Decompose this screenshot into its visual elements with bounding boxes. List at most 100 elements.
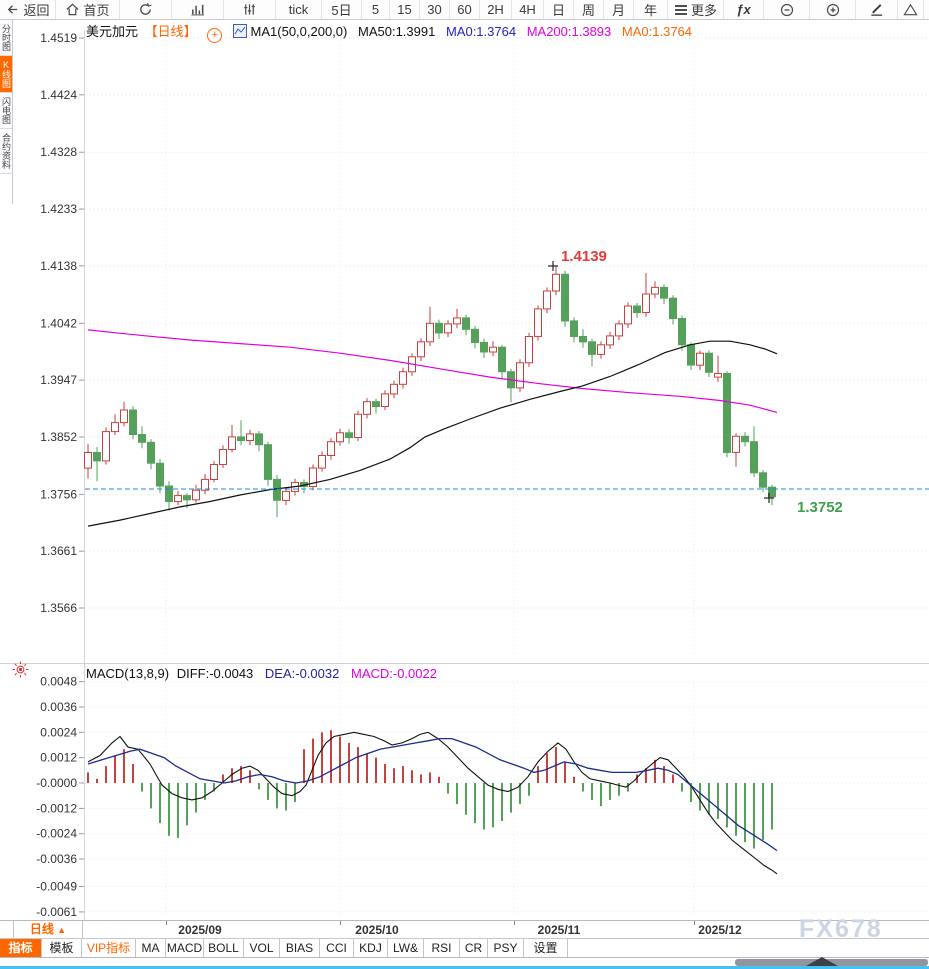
tab-macd[interactable]: MACD	[166, 939, 204, 957]
toolbar-back[interactable]: 返回	[0, 0, 56, 19]
toolbar-period-15-label: 15	[397, 2, 412, 17]
svg-text:1.4138: 1.4138	[40, 259, 77, 273]
xaxis-date: 2025/11	[537, 923, 581, 937]
toolbar-period-week[interactable]: 周	[574, 0, 604, 19]
toolbar-fx-indicator[interactable]: ƒx	[724, 0, 764, 19]
toolbar-tick[interactable]: tick	[276, 0, 322, 19]
tab-ma[interactable]: MA	[136, 939, 166, 957]
xaxis-row: 日线 ▲ 2025/09 2025/10 2025/11 2025/12	[0, 920, 929, 938]
period-selector-arrow-icon: ▲	[57, 925, 67, 935]
macd-header: MACD(13,8,9) DIFF:-0.0043 DEA:-0.0032 MA…	[86, 666, 445, 681]
toolbar-period-2h[interactable]: 2H	[480, 0, 512, 19]
macd-dea-value: DEA:-0.0032	[264, 666, 340, 681]
macd-macd-value: MACD:-0.0022	[350, 666, 437, 681]
toolbar-chart-type[interactable]	[172, 0, 224, 19]
toolbar-home[interactable]: 首页	[56, 0, 120, 19]
xaxis-tick	[166, 921, 167, 925]
xaxis-tick	[340, 921, 341, 925]
svg-text:0.0024: 0.0024	[40, 725, 77, 739]
sidebar-item-lightning-chart[interactable]: 闪电图	[0, 93, 12, 129]
toolbar-period-30[interactable]: 30	[420, 0, 450, 19]
tab-template[interactable]: 模板	[42, 939, 82, 957]
toolbar-zoom-in[interactable]	[810, 0, 856, 19]
tab-cci[interactable]: CCI	[320, 939, 354, 957]
main-chart-canvas[interactable]: 1.4519 1.4424 1.4328 1.4233 1.4138 1.4042 1.39…	[0, 18, 929, 920]
svg-text:1.3852: 1.3852	[40, 430, 77, 444]
period-selector-button[interactable]: 日线 ▲	[13, 921, 83, 938]
toolbar-period-year[interactable]: 年	[634, 0, 668, 19]
tab-boll[interactable]: BOLL	[204, 939, 244, 957]
kline-style-icon[interactable]	[232, 24, 247, 38]
toolbar-period-day[interactable]: 日	[544, 0, 574, 19]
watermark: FX678	[799, 915, 883, 943]
toolbar-volume-style[interactable]	[224, 0, 276, 19]
toolbar-period-5d-label: 5日	[331, 3, 352, 18]
svg-text:-0.0012: -0.0012	[36, 801, 77, 815]
instrument-name: 美元加元	[86, 24, 139, 39]
svg-text:-0.0000: -0.0000	[36, 776, 77, 790]
tab-bias[interactable]: BIAS	[280, 939, 320, 957]
tab-rsi[interactable]: RSI	[424, 939, 460, 957]
period-selector-label: 日线	[29, 922, 54, 936]
toolbar-more[interactable]: 更多	[668, 0, 724, 19]
svg-text:1.3947: 1.3947	[40, 373, 77, 387]
toolbar-period-60-label: 60	[457, 2, 472, 17]
tab-vip-indicator[interactable]: VIP指标	[82, 939, 136, 957]
toolbar-period-5-label: 5	[371, 2, 380, 17]
window-bottom-edge	[0, 966, 929, 969]
toolbar-period-4h[interactable]: 4H	[512, 0, 544, 19]
toolbar-shape[interactable]	[898, 0, 924, 19]
toolbar-period-4h-label: 4H	[519, 2, 536, 17]
chart-type-sidebar: 分时图 K线图 闪电图 合约资料	[0, 20, 13, 204]
chart-header: 美元加元 【日线】 + MA1(50,0,200,0) MA50:1.3991 …	[86, 21, 699, 43]
top-toolbar: 返回 首页 tick 5日 5 15 30 60 2H 4H 日 周 月 年 更多 ƒx	[0, 0, 929, 20]
toolbar-period-week-label: 周	[581, 3, 595, 18]
tab-vol[interactable]: VOL	[244, 939, 280, 957]
sidebar-item-time-share-chart[interactable]: 分时图	[0, 20, 12, 56]
toolbar-period-day-label: 日	[551, 3, 565, 18]
toolbar-zoom-out[interactable]	[764, 0, 810, 19]
indicator-light-icon[interactable]	[12, 661, 29, 683]
toolbar-period-month-label: 月	[611, 3, 625, 18]
xaxis-tick	[694, 921, 695, 925]
macd-settings: MACD(13,8,9)	[86, 666, 170, 681]
toolbar-period-60[interactable]: 60	[450, 0, 480, 19]
toolbar-draw[interactable]	[856, 0, 898, 19]
sidebar-item-kline-chart[interactable]: K线图	[0, 56, 12, 93]
ma0-orange-value: MA0:1.3764	[621, 24, 693, 39]
tab-lw[interactable]: LW&	[388, 939, 424, 957]
toolbar-home-label: 首页	[83, 3, 110, 18]
svg-text:1.4042: 1.4042	[40, 316, 77, 330]
toolbar-refresh[interactable]	[120, 0, 172, 19]
panel-toggle-arrow-icon[interactable]	[806, 957, 838, 966]
toolbar-period-2h-label: 2H	[487, 2, 504, 17]
xaxis-date: 2025/12	[698, 923, 742, 937]
toolbar-back-label: 返回	[23, 3, 50, 18]
svg-text:1.4139: 1.4139	[561, 248, 607, 265]
xaxis-date: 2025/10	[355, 923, 399, 937]
toolbar-period-5d[interactable]: 5日	[322, 0, 362, 19]
toolbar-more-label: 更多	[690, 3, 717, 18]
tab-psy[interactable]: PSY	[488, 939, 524, 957]
toolbar-period-5[interactable]: 5	[362, 0, 390, 19]
add-favorite-icon[interactable]: +	[207, 28, 223, 43]
bars-icon	[190, 2, 205, 17]
toolbar-period-15[interactable]: 15	[390, 0, 420, 19]
period-label: 【日线】	[144, 24, 197, 39]
svg-text:-0.0024: -0.0024	[36, 827, 77, 841]
tab-indicator[interactable]: 指标	[0, 939, 42, 957]
toolbar-period-month[interactable]: 月	[604, 0, 634, 19]
tab-cr[interactable]: CR	[460, 939, 488, 957]
zoom-in-icon	[825, 2, 841, 18]
toolbar-period-year-label: 年	[643, 3, 657, 18]
svg-text:-0.0036: -0.0036	[36, 852, 77, 866]
tab-settings[interactable]: 设置	[524, 939, 568, 957]
tab-kdj[interactable]: KDJ	[354, 939, 388, 957]
xaxis-tick	[514, 921, 515, 925]
svg-text:1.4424: 1.4424	[40, 88, 77, 102]
sidebar-item-contract-info[interactable]: 合约资料	[0, 129, 12, 174]
ma0-blue-value: MA0:1.3764	[445, 24, 517, 39]
svg-text:1.4519: 1.4519	[40, 31, 77, 45]
pencil-icon	[869, 2, 884, 17]
